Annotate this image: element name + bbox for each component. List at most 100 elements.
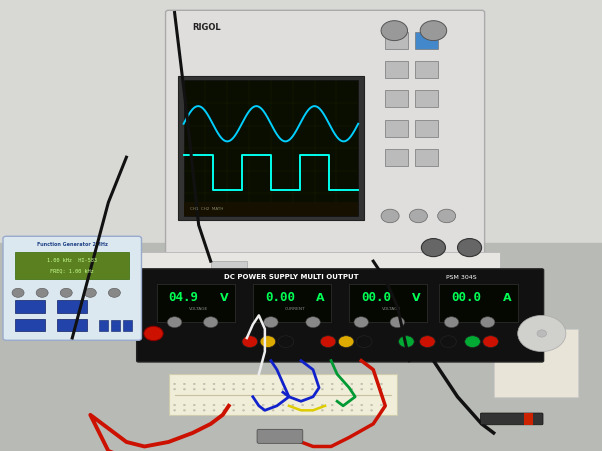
Bar [138,253,500,280]
Circle shape [243,410,244,411]
Circle shape [264,317,278,328]
Circle shape [370,410,373,411]
Circle shape [108,289,120,298]
Circle shape [380,389,382,390]
Bar [99,320,108,331]
Circle shape [260,336,276,348]
Circle shape [282,383,284,385]
Circle shape [311,405,314,406]
Circle shape [361,410,363,411]
Circle shape [351,405,353,406]
Circle shape [518,316,566,352]
Circle shape [173,389,176,390]
Text: CURRENT: CURRENT [285,306,305,310]
Circle shape [213,405,215,406]
Circle shape [331,389,334,390]
Circle shape [232,383,235,385]
Circle shape [537,330,547,337]
Circle shape [203,317,218,328]
Circle shape [381,210,399,223]
Circle shape [272,389,274,390]
Circle shape [390,317,405,328]
Circle shape [262,389,264,390]
Circle shape [370,383,373,385]
Circle shape [311,383,314,385]
Circle shape [12,289,24,298]
Text: 1.00 kHz  HI-583: 1.00 kHz HI-583 [47,258,98,262]
Circle shape [272,383,274,385]
Bar [157,284,235,322]
Circle shape [311,410,314,411]
Circle shape [458,239,482,257]
Bar [415,62,438,79]
Bar [415,91,438,108]
Text: A: A [503,292,511,302]
Bar [439,284,518,322]
Circle shape [292,383,294,385]
Circle shape [420,22,447,41]
Circle shape [167,317,182,328]
Bar [415,150,438,167]
Circle shape [321,405,323,406]
Bar [415,120,438,138]
Circle shape [223,383,225,385]
Circle shape [331,405,334,406]
Circle shape [331,383,334,385]
Circle shape [223,389,225,390]
Bar [349,284,427,322]
Text: A: A [316,292,324,302]
Circle shape [223,405,225,406]
Circle shape [420,336,435,348]
Circle shape [302,410,304,411]
Circle shape [193,383,196,385]
Circle shape [380,405,382,406]
FancyBboxPatch shape [3,237,141,341]
Bar [111,320,120,331]
Circle shape [282,405,284,406]
Circle shape [213,383,215,385]
Circle shape [213,410,215,411]
Bar [385,91,408,108]
Circle shape [203,389,205,390]
Circle shape [321,389,323,390]
Circle shape [232,405,235,406]
Circle shape [173,410,176,411]
Circle shape [356,336,372,348]
Text: Function Generator 2MHz: Function Generator 2MHz [37,242,108,247]
Circle shape [232,410,235,411]
Circle shape [361,383,363,385]
FancyBboxPatch shape [137,269,544,362]
Circle shape [302,405,304,406]
Circle shape [351,410,353,411]
Circle shape [193,405,196,406]
Bar [57,301,87,313]
Circle shape [252,410,255,411]
Text: VOLTAGE: VOLTAGE [189,306,208,310]
Circle shape [399,336,414,348]
Circle shape [380,410,382,411]
Circle shape [320,336,336,348]
FancyBboxPatch shape [166,11,485,264]
Bar [494,329,578,397]
Circle shape [272,410,274,411]
Circle shape [341,389,343,390]
FancyBboxPatch shape [480,413,543,425]
Circle shape [292,410,294,411]
Circle shape [480,317,495,328]
Text: 0.00: 0.00 [265,290,295,303]
Circle shape [232,389,235,390]
Text: CH1  CH2  MATH: CH1 CH2 MATH [190,207,223,211]
Circle shape [444,317,459,328]
Circle shape [203,410,205,411]
Circle shape [409,210,427,223]
Circle shape [302,383,304,385]
Text: V: V [412,292,421,302]
Bar [385,62,408,79]
Circle shape [438,210,456,223]
Bar [0,0,602,253]
Circle shape [341,383,343,385]
Circle shape [243,383,244,385]
Circle shape [252,405,255,406]
Circle shape [36,289,48,298]
Circle shape [242,336,258,348]
